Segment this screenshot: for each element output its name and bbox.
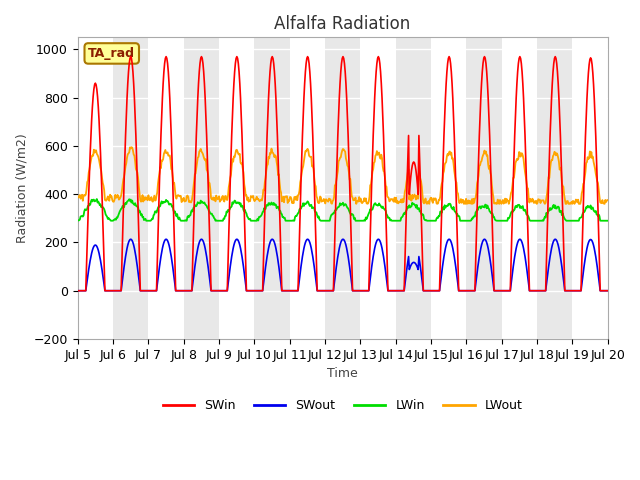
Bar [502, 37, 537, 339]
Text: TA_rad: TA_rad [88, 47, 135, 60]
Bar [184, 37, 219, 339]
Bar [254, 37, 290, 339]
Bar [148, 37, 184, 339]
Bar [219, 37, 254, 339]
Bar [537, 37, 572, 339]
Bar [467, 37, 502, 339]
Bar [396, 37, 431, 339]
Bar [431, 37, 467, 339]
Bar [360, 37, 396, 339]
Bar [325, 37, 360, 339]
Bar [290, 37, 325, 339]
Title: Alfalfa Radiation: Alfalfa Radiation [275, 15, 411, 33]
Bar [572, 37, 607, 339]
X-axis label: Time: Time [327, 367, 358, 380]
Y-axis label: Radiation (W/m2): Radiation (W/m2) [15, 133, 28, 243]
Bar [77, 37, 113, 339]
Legend: SWin, SWout, LWin, LWout: SWin, SWout, LWin, LWout [157, 394, 527, 417]
Bar [113, 37, 148, 339]
